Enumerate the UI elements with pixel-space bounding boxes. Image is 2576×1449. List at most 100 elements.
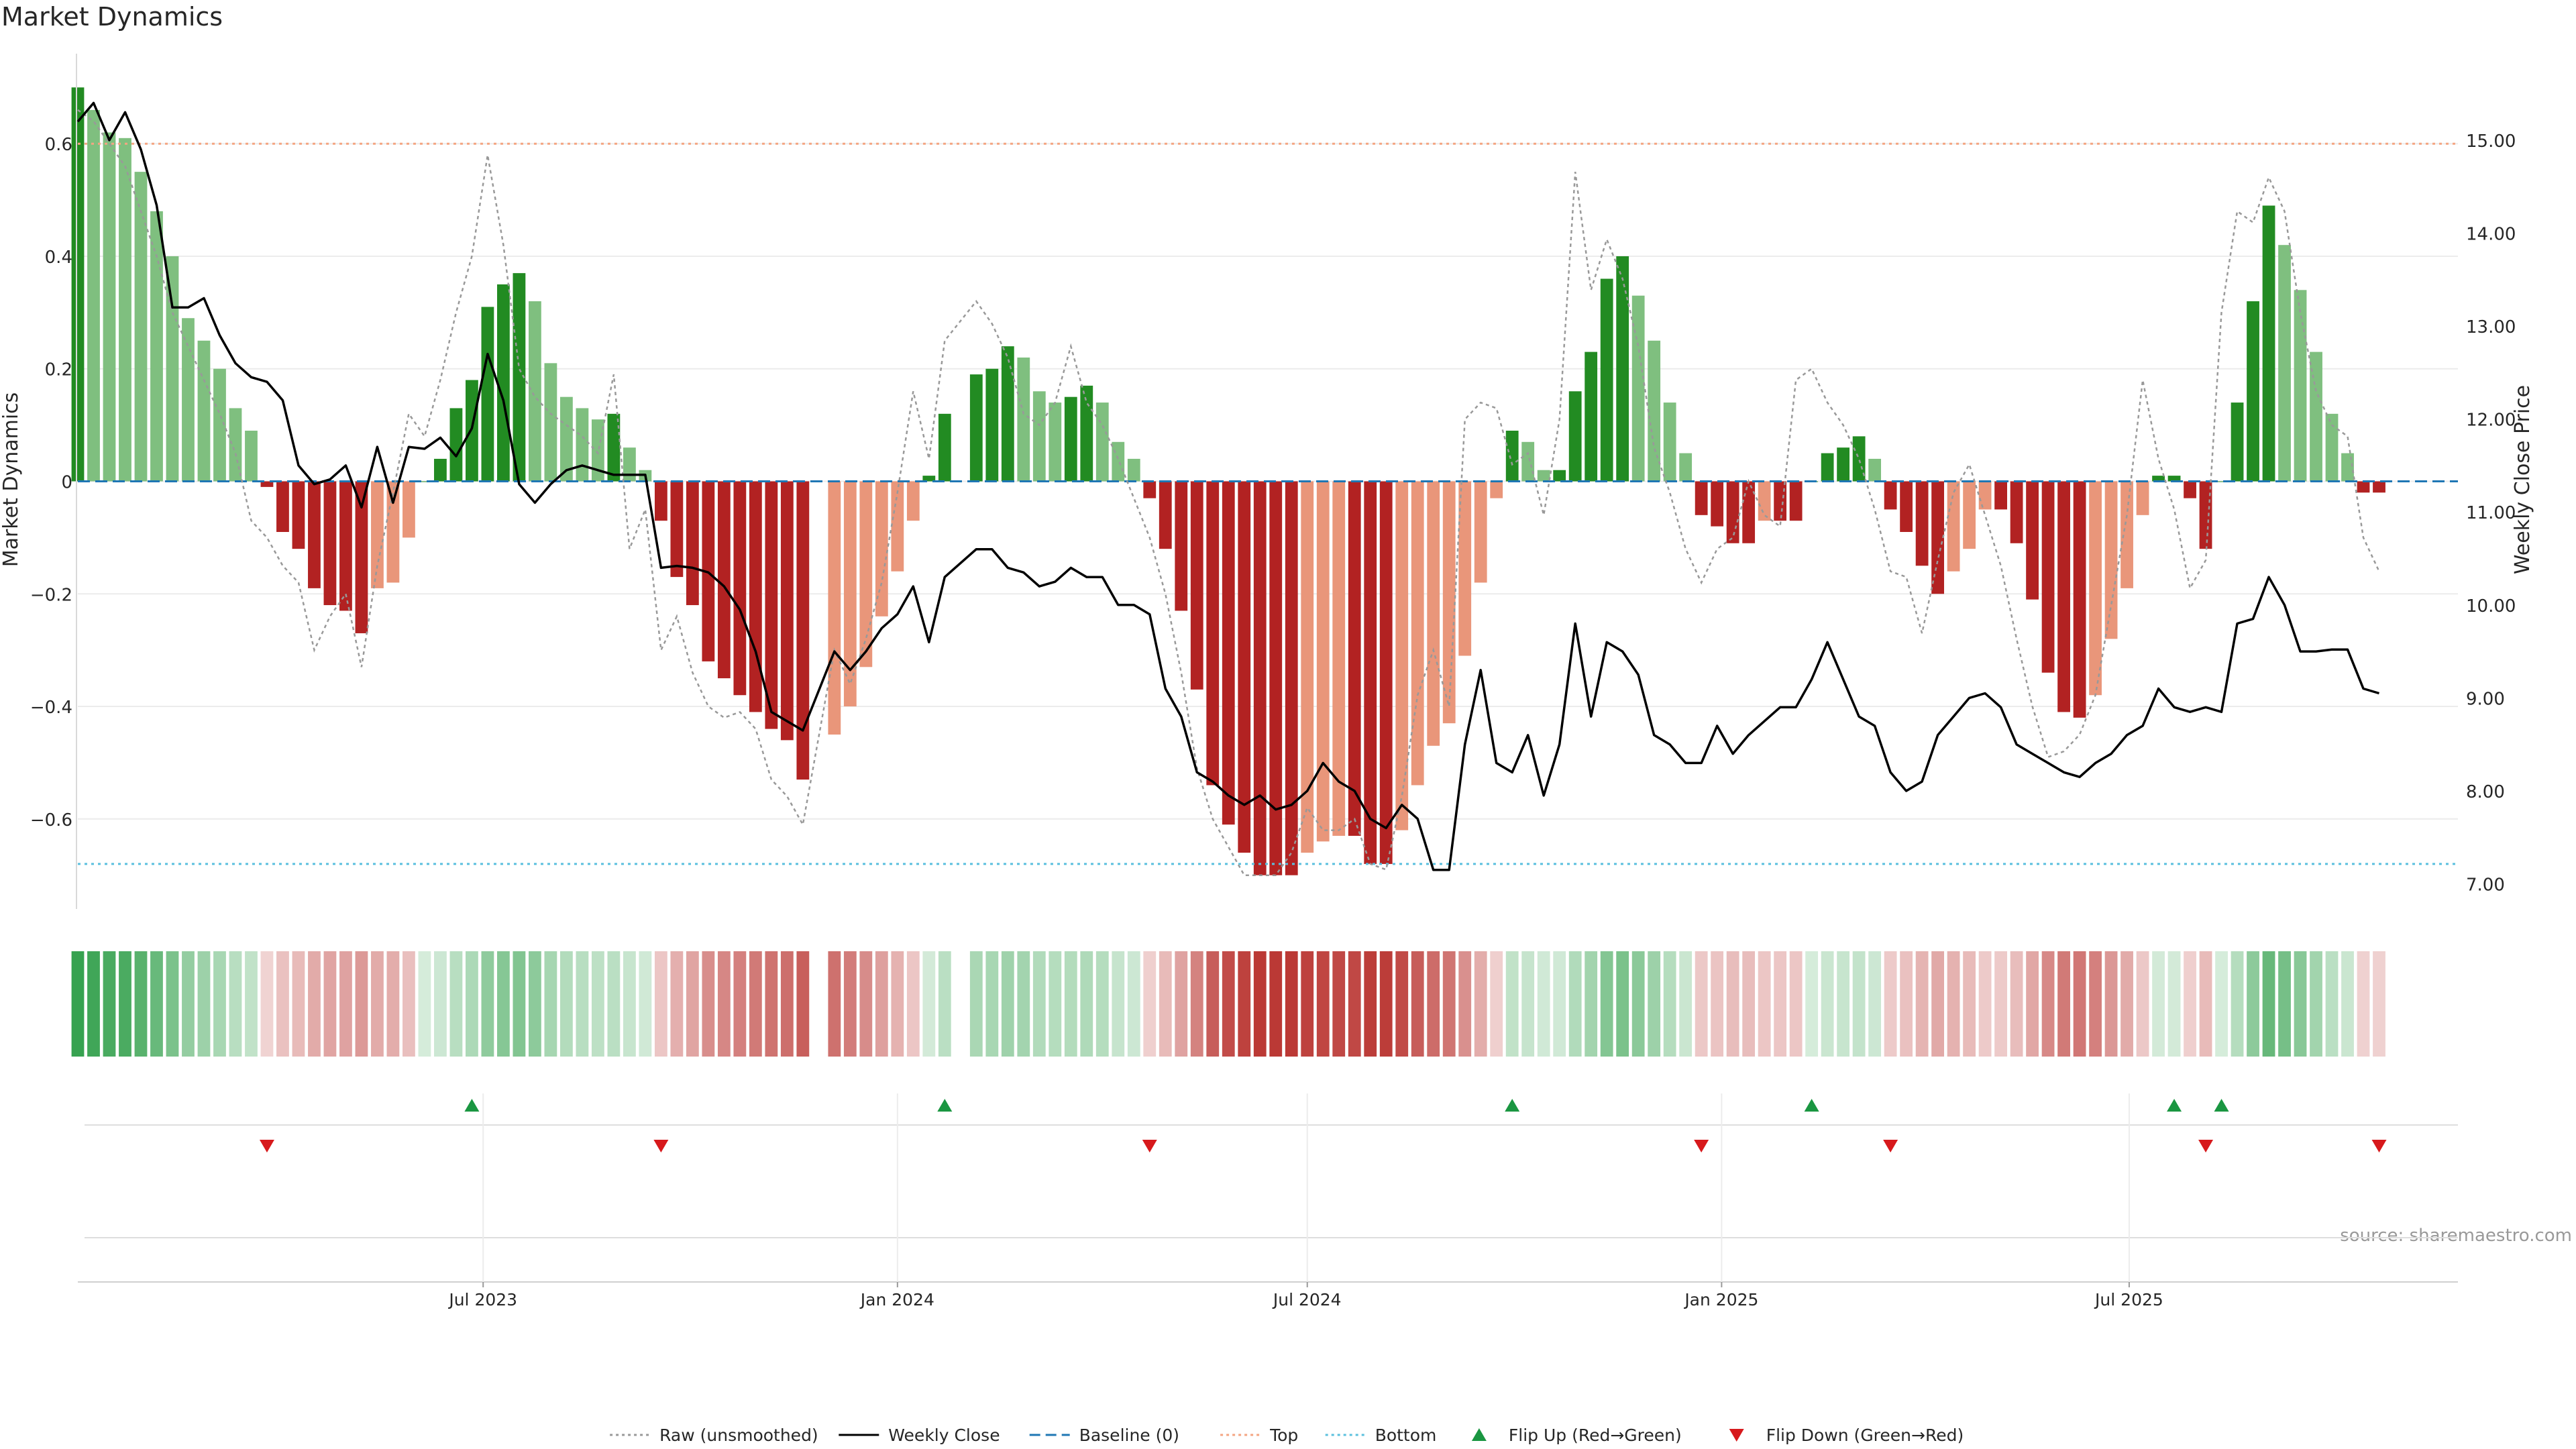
dynamics-bar xyxy=(2231,402,2244,481)
heat-strip-cell xyxy=(1238,951,1250,1057)
heat-strip-cell xyxy=(356,951,368,1057)
heat-strip-cell xyxy=(655,951,667,1057)
heat-strip-cell xyxy=(229,951,242,1057)
dynamics-bar xyxy=(2341,453,2354,482)
y-tick-label-left: 0.2 xyxy=(45,360,72,380)
heat-strip-cell xyxy=(970,951,983,1057)
heat-strip-cell xyxy=(702,951,714,1057)
dynamics-bar xyxy=(938,414,951,482)
dynamics-bar xyxy=(859,482,872,667)
dynamics-bar xyxy=(1506,431,1519,481)
heat-strip-cell xyxy=(166,951,179,1057)
legend-item-label: Flip Down (Green→Red) xyxy=(1766,1426,1964,1445)
heat-strip-cell xyxy=(1017,951,1030,1057)
dynamics-bar xyxy=(482,307,494,481)
heat-strip-cell xyxy=(292,951,305,1057)
dynamics-bar xyxy=(402,482,415,538)
dynamics-bar xyxy=(1774,482,1786,521)
heat-strip-cell xyxy=(718,951,731,1057)
dynamics-bar xyxy=(1679,453,1692,482)
dynamics-bar xyxy=(1711,482,1723,527)
dynamics-bar xyxy=(607,414,620,482)
dynamics-bar xyxy=(1427,482,1440,746)
heat-strip-cell xyxy=(1538,951,1550,1057)
dynamics-bar xyxy=(1790,482,1803,521)
dynamics-bar xyxy=(1616,256,1629,482)
dynamics-bar xyxy=(529,301,541,481)
dynamics-bar xyxy=(670,482,683,578)
heat-strip-cell xyxy=(198,951,211,1057)
heat-strip-cell xyxy=(1222,951,1235,1057)
x-tick-label: Jul 2024 xyxy=(1272,1290,1342,1309)
heat-strip-cell xyxy=(1474,951,1487,1057)
heat-strip-cell xyxy=(1553,951,1566,1057)
heat-strip-cell xyxy=(1458,951,1471,1057)
dynamics-bar xyxy=(2200,482,2212,549)
heat-strip-cell xyxy=(529,951,541,1057)
heat-strip-cell xyxy=(560,951,573,1057)
heat-strip-cell xyxy=(1301,951,1313,1057)
heat-strip-cell xyxy=(135,951,148,1057)
heat-strip-cell xyxy=(2263,951,2275,1057)
dynamics-bar xyxy=(119,138,131,482)
x-tick-label: Jul 2023 xyxy=(447,1290,517,1309)
heat-strip-cell xyxy=(1411,951,1424,1057)
dynamics-bar xyxy=(2010,482,2023,543)
dynamics-bar xyxy=(2074,482,2086,718)
dynamics-bar xyxy=(387,482,400,583)
dynamics-bar xyxy=(1521,442,1534,482)
heat-strip-cell xyxy=(1601,951,1613,1057)
heat-strip-cell xyxy=(670,951,683,1057)
legend-item-label: Top xyxy=(1269,1426,1298,1445)
dynamics-bar xyxy=(655,482,667,521)
dynamics-bar xyxy=(1458,482,1471,656)
dynamics-bar xyxy=(2121,482,2133,588)
heat-strip-cell xyxy=(2200,951,2212,1057)
heat-strip-cell xyxy=(781,951,794,1057)
heat-strip-cell xyxy=(1490,951,1503,1057)
heat-strip-cell xyxy=(1143,951,1156,1057)
dynamics-bar xyxy=(229,408,242,481)
dynamics-bar xyxy=(1979,482,1992,510)
heat-strip-cell xyxy=(1128,951,1140,1057)
heat-strip-cell xyxy=(2137,951,2149,1057)
dynamics-bar xyxy=(1443,482,1456,724)
heat-strip-cell xyxy=(1963,951,1976,1057)
dynamics-bar xyxy=(1474,482,1487,583)
heat-strip-cell xyxy=(2168,951,2181,1057)
heat-strip-cell xyxy=(1065,951,1077,1057)
heat-strip-cell xyxy=(1191,951,1203,1057)
dynamics-bar xyxy=(1538,470,1550,482)
dynamics-bar xyxy=(2294,290,2307,481)
heat-strip-cell xyxy=(1175,951,1187,1057)
dynamics-bar xyxy=(1364,482,1377,864)
heat-strip-cell xyxy=(213,951,226,1057)
heat-strip-cell xyxy=(1317,951,1330,1057)
heat-strip-cell xyxy=(985,951,998,1057)
heat-strip-cell xyxy=(2089,951,2102,1057)
heat-strip-cell xyxy=(875,951,888,1057)
heat-strip-cell xyxy=(72,951,85,1057)
y-tick-label-right: 12.00 xyxy=(2466,411,2516,431)
dynamics-bar xyxy=(87,110,100,482)
heat-strip-cell xyxy=(1206,951,1219,1057)
dynamics-bar xyxy=(1947,482,1960,572)
legend-item-label: Baseline (0) xyxy=(1079,1426,1179,1445)
heat-strip-cell xyxy=(497,951,510,1057)
dynamics-bar xyxy=(970,374,983,481)
heat-strip-cell xyxy=(2152,951,2165,1057)
heat-strip-cell xyxy=(87,951,100,1057)
dynamics-bar xyxy=(182,318,195,481)
dynamics-bar xyxy=(150,211,163,482)
dynamics-bar xyxy=(1569,391,1582,481)
y-axis-left-label: Market Dynamics xyxy=(0,392,23,568)
y-tick-label-right: 8.00 xyxy=(2466,782,2505,802)
dynamics-bar xyxy=(2105,482,2118,639)
y-tick-label-left: 0 xyxy=(61,473,72,493)
heat-strip-cell xyxy=(1254,951,1267,1057)
dynamics-bar xyxy=(166,256,179,482)
dynamics-bar xyxy=(1411,482,1424,786)
heat-strip-cell xyxy=(1837,951,1849,1057)
heat-strip-cell xyxy=(2278,951,2291,1057)
